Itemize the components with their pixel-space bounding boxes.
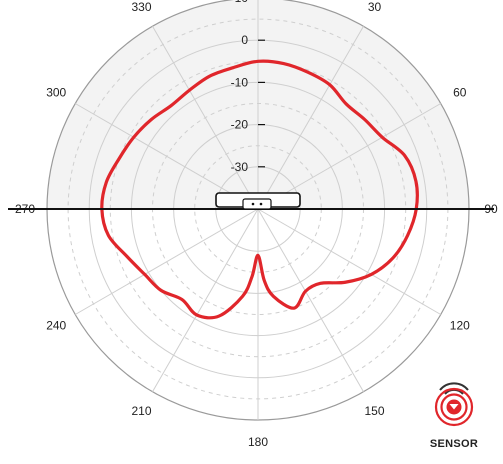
angle-label-300: 300 bbox=[46, 86, 66, 100]
grid-spoke bbox=[257, 103, 441, 210]
radial-tick-label: -30 bbox=[231, 160, 249, 174]
grid-spoke bbox=[75, 103, 259, 210]
angle-label-60: 60 bbox=[453, 86, 467, 100]
grid-spoke bbox=[152, 208, 259, 392]
wave-outer-icon bbox=[439, 382, 469, 391]
grid-spoke bbox=[75, 208, 259, 315]
angle-label-120: 120 bbox=[450, 319, 470, 333]
angle-label-180: 180 bbox=[248, 435, 268, 449]
sensor-device-icon bbox=[215, 192, 301, 210]
radial-tick-label: 0 bbox=[241, 33, 248, 47]
grid-spoke bbox=[257, 26, 364, 210]
series-layer bbox=[100, 59, 419, 320]
grid-spoke bbox=[152, 26, 259, 210]
angle-label-330: 330 bbox=[131, 0, 151, 14]
radial-tick-label: -20 bbox=[231, 118, 249, 132]
heart-mark-icon bbox=[449, 404, 459, 410]
radial-tick-label: -10 bbox=[231, 75, 249, 89]
grid-spoke bbox=[257, 208, 364, 392]
angle-label-150: 150 bbox=[364, 404, 384, 418]
ring-inner-icon bbox=[440, 393, 468, 421]
angle-label-210: 210 bbox=[131, 404, 151, 418]
angle-label-30: 30 bbox=[368, 0, 382, 14]
ring-outer-icon bbox=[434, 387, 474, 427]
radial-tick-labels: 10 0 -10 -20 -30 bbox=[231, 0, 249, 174]
radial-tick-label: 10 bbox=[235, 0, 249, 5]
brand-name: SENSOR bbox=[430, 438, 478, 450]
grid-spoke bbox=[257, 208, 441, 315]
brand-logo: SENSOR bbox=[430, 382, 478, 450]
angle-label-240: 240 bbox=[46, 319, 66, 333]
